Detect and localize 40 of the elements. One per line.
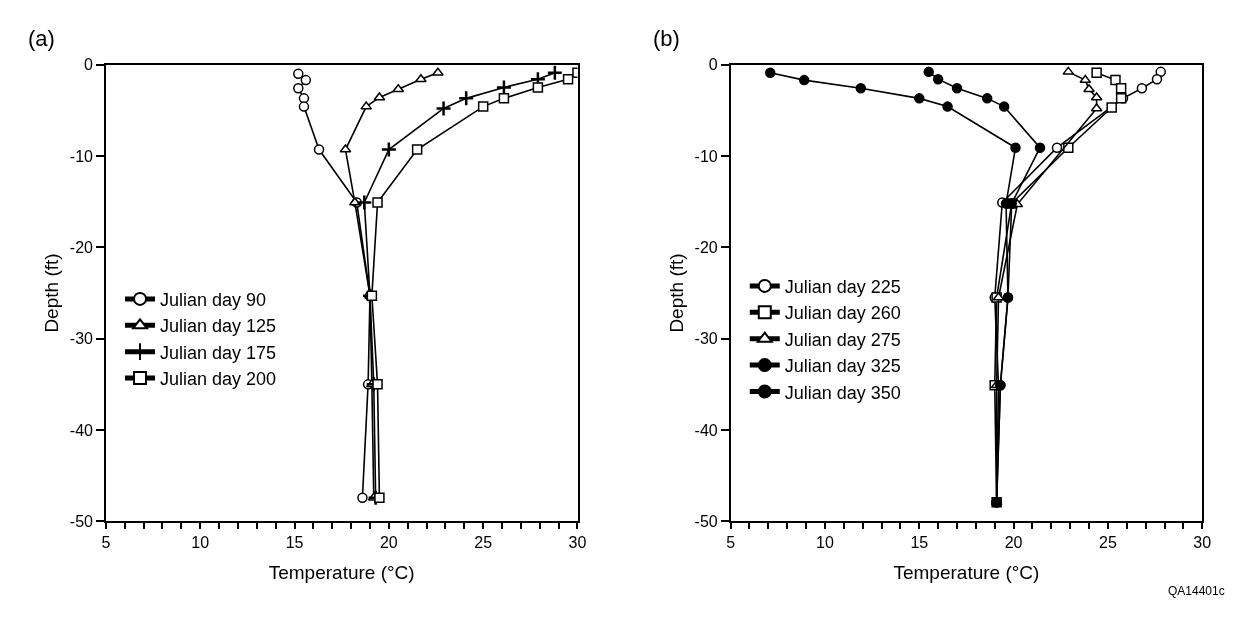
y-tick-label: -30 [69,330,94,348]
x-axis-title: Temperature (°C) [268,561,415,583]
x-tick-label: 5 [101,534,111,552]
x-tick-label: 30 [1193,534,1212,552]
y-axis-title: Depth (ft) [41,253,63,333]
y-tick-label: -30 [694,330,718,348]
legend-label: Julian day 260 [784,303,901,324]
x-tick-label: 20 [1004,534,1023,552]
y-tick-label: -40 [69,421,94,439]
y-tick-label: -10 [694,147,718,165]
legend-label: Julian day 350 [784,382,901,403]
y-tick-label: 0 [708,56,718,74]
x-tick-label: 10 [191,534,210,552]
y-tick-label: -40 [694,421,718,439]
legend-label: Julian day 90 [160,289,267,310]
legend-label: Julian day 125 [160,316,277,337]
y-tick-label: 0 [84,56,94,74]
legend-label: Julian day 325 [784,356,901,377]
chart-title: (b) [653,26,680,51]
chart-title: (a) [28,26,55,51]
y-tick-label: -20 [69,238,94,256]
legend-label: Julian day 225 [784,276,901,297]
x-tick-label: 15 [910,534,929,552]
x-tick-label: 25 [1099,534,1117,552]
legend-label: Julian day 175 [160,342,277,363]
legend-label: Julian day 200 [160,369,277,390]
x-tick-label: 10 [816,534,834,552]
x-tick-label: 15 [285,534,304,552]
x-tick-label: 30 [568,534,587,552]
y-axis-title: Depth (ft) [665,253,687,333]
x-tick-label: 5 [726,534,736,552]
y-tick-label: -10 [69,147,94,165]
y-tick-label: -50 [694,513,718,531]
x-axis-title: Temperature (°C) [893,561,1040,583]
legend-label: Julian day 275 [784,329,901,350]
x-tick-label: 20 [379,534,398,552]
y-tick-label: -20 [694,238,718,256]
x-tick-label: 25 [474,534,493,552]
text: QA14401c [1168,584,1225,598]
y-tick-label: -50 [69,513,94,531]
